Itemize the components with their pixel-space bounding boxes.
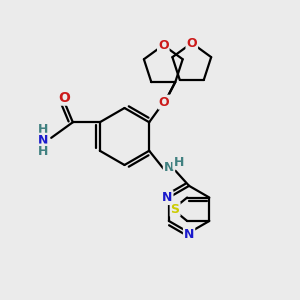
Text: N: N [38, 134, 48, 147]
Text: N: N [164, 161, 174, 174]
Text: S: S [171, 203, 180, 216]
Text: O: O [187, 37, 197, 50]
Text: H: H [38, 145, 48, 158]
Text: O: O [158, 39, 169, 52]
Text: O: O [58, 91, 70, 105]
Text: O: O [159, 96, 169, 109]
Text: H: H [38, 123, 48, 136]
Text: N: N [184, 228, 194, 241]
Text: N: N [162, 191, 172, 204]
Text: H: H [173, 156, 184, 169]
